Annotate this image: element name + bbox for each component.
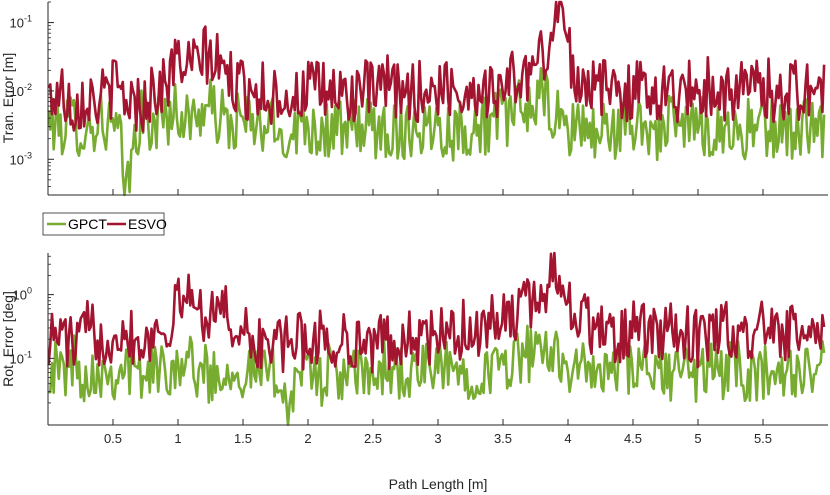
legend-label-esvo: ESVO xyxy=(128,216,167,232)
x-axis-label: Path Length [m] xyxy=(389,476,488,492)
x-tick-label: 4 xyxy=(564,431,571,446)
legend: GPCT ESVO xyxy=(42,212,167,236)
top-panel: 10-3 10-2 10-1 Tran. Error [m] xyxy=(0,0,828,197)
x-tick-label: 3 xyxy=(434,431,441,446)
series-line-esvo-rotation xyxy=(47,251,826,374)
x-tick-label: 3.5 xyxy=(494,431,512,446)
series-line-esvo-translation xyxy=(47,0,826,133)
y-tick-label: 10-3 xyxy=(10,150,32,167)
bottom-panel: 10-1 100 0.5 1 1.5 2 2.5 3 3.5 4 4.5 5 5.5 Rot. Erro… xyxy=(0,251,828,492)
bottom-series-group xyxy=(47,251,826,427)
bottom-ticks: 10-1 100 0.5 1 1.5 2 2.5 3 3.5 4 4.5 5 5.5 xyxy=(10,255,772,446)
x-tick-label: 4.5 xyxy=(624,431,642,446)
y-tick-label: 10-1 xyxy=(10,14,32,31)
y-tick-label: 10-2 xyxy=(10,82,32,99)
x-tick-label: 2.5 xyxy=(364,431,382,446)
legend-box xyxy=(42,212,165,236)
x-tick-label: 5.5 xyxy=(754,431,772,446)
legend-label-gpct: GPCT xyxy=(68,216,107,232)
y-tick-label: 10-1 xyxy=(10,349,32,366)
y-tick-label: 100 xyxy=(13,286,32,303)
top-series-group xyxy=(47,0,826,197)
x-tick-label: 5 xyxy=(694,431,701,446)
x-tick-label: 2 xyxy=(304,431,311,446)
top-y-axis-label: Tran. Error [m] xyxy=(0,53,16,144)
bottom-y-axis-label: Rot. Error [deg] xyxy=(0,291,16,387)
x-tick-label: 1.5 xyxy=(234,431,252,446)
x-tick-label: 0.5 xyxy=(104,431,122,446)
top-y-ticks: 10-3 10-2 10-1 xyxy=(10,1,764,196)
x-tick-label: 1 xyxy=(174,431,181,446)
